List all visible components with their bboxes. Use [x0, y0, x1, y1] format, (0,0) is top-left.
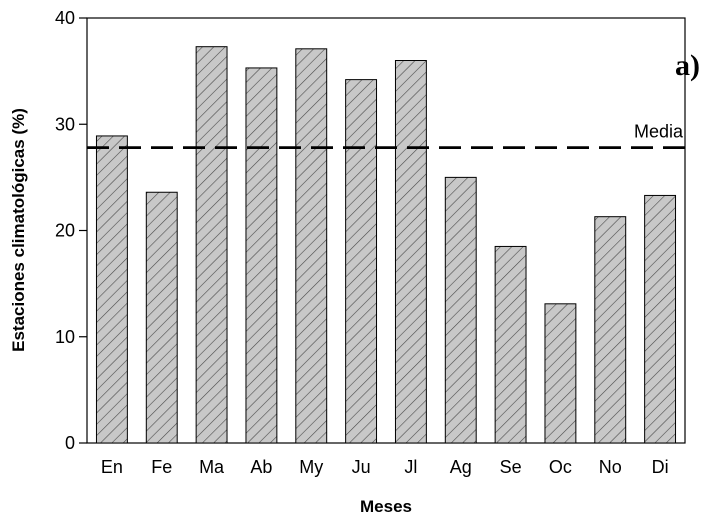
- x-axis: En Fe Ma Ab My Ju Jl Ag Se Oc No Di: [101, 457, 669, 477]
- bar-my: [295, 48, 328, 444]
- bars-group: [95, 46, 677, 444]
- bar-ma: [195, 46, 228, 444]
- x-tick-label: Ma: [199, 457, 225, 477]
- x-tick-label: Di: [652, 457, 669, 477]
- bar-oc: [544, 303, 577, 444]
- bar-no: [594, 216, 627, 444]
- x-tick-label: My: [299, 457, 323, 477]
- x-tick-label: Oc: [549, 457, 572, 477]
- mean-line-label: Media: [634, 122, 684, 142]
- bar-jl: [394, 60, 427, 444]
- x-tick-label: Jl: [404, 457, 417, 477]
- y-tick-label: 30: [55, 114, 75, 134]
- x-tick-label: Fe: [151, 457, 172, 477]
- bar-fe: [145, 191, 178, 444]
- bar-ab: [245, 67, 278, 444]
- bar-en: [95, 135, 128, 444]
- y-tick-label: 0: [65, 433, 75, 453]
- y-tick-label: 20: [55, 221, 75, 241]
- x-tick-label: No: [599, 457, 622, 477]
- bar-di: [644, 194, 677, 444]
- x-tick-label: Ju: [352, 457, 371, 477]
- x-tick-label: Ab: [250, 457, 272, 477]
- y-axis: 0 10 20 30 40: [55, 8, 87, 453]
- x-tick-label: Se: [500, 457, 522, 477]
- panel-label: a): [675, 49, 700, 82]
- bar-se: [494, 245, 527, 444]
- y-tick-label: 10: [55, 327, 75, 347]
- bar-ag: [444, 176, 477, 444]
- x-tick-label: En: [101, 457, 123, 477]
- y-tick-label: 40: [55, 8, 75, 28]
- bar-ju: [345, 79, 378, 444]
- x-axis-title: Meses: [360, 497, 412, 516]
- y-axis-title: Estaciones climatológicas (%): [9, 108, 28, 352]
- x-tick-label: Ag: [450, 457, 472, 477]
